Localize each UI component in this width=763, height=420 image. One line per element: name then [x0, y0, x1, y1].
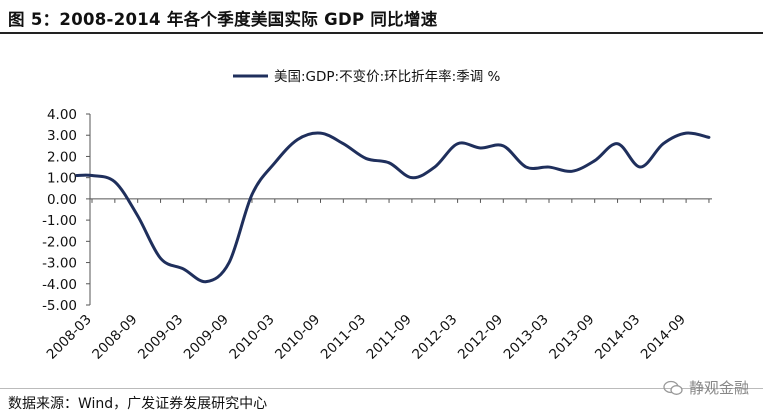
- gdp-data-point: [342, 142, 345, 145]
- gdp-line-chart: 美国:GDP:不变价:环比折年率:季调 % 4.00 3.00 2.00 1.00 0.…: [42, 68, 712, 363]
- x-tick-label: 2009-03: [135, 312, 186, 363]
- y-tick-label: -2.00: [42, 234, 77, 250]
- y-axis-ticks: 4.00 3.00 2.00 1.00 0.00 -1.00 -2.00 -3.00 -4.00…: [42, 107, 90, 314]
- gdp-data-point: [708, 136, 710, 139]
- gdp-data-point: [228, 261, 231, 264]
- y-tick-label: 0.00: [47, 192, 77, 208]
- y-tick-label: 4.00: [47, 107, 77, 123]
- gdp-series-line: [75, 131, 711, 284]
- x-tick-label: 2009-09: [181, 312, 232, 363]
- x-tick-label: 2014-09: [638, 312, 689, 363]
- gdp-data-point: [639, 166, 642, 168]
- y-tick-label: -1.00: [42, 213, 77, 229]
- y-tick-label: 1.00: [47, 171, 77, 187]
- x-tick-label: 2014-03: [592, 312, 643, 363]
- x-tick-label: 2012-03: [409, 312, 460, 363]
- x-tick-label: 2010-09: [272, 312, 323, 363]
- gdp-data-point: [251, 193, 253, 196]
- gdp-data-point: [182, 268, 185, 270]
- gdp-data-point: [205, 280, 208, 283]
- x-tick-label: 2008-09: [89, 312, 140, 363]
- watermark-text: 静观金融: [688, 379, 749, 397]
- gdp-data-point: [685, 132, 687, 135]
- x-tick-label: 2010-03: [226, 312, 277, 363]
- gdp-data-point: [502, 144, 505, 147]
- gdp-data-point: [136, 214, 139, 217]
- x-tick-label: 2011-03: [318, 312, 369, 363]
- y-tick-label: -4.00: [42, 277, 77, 293]
- y-tick-label: 2.00: [47, 149, 77, 165]
- gdp-data-point: [479, 147, 482, 149]
- x-tick-label: 2008-03: [44, 312, 95, 363]
- x-tick-label: 2012-09: [455, 312, 506, 363]
- legend-label: 美国:GDP:不变价:环比折年率:季调 %: [274, 68, 500, 85]
- wechat-icon: [663, 380, 683, 395]
- gdp-data-point: [91, 174, 93, 177]
- gdp-data-point: [365, 157, 368, 160]
- gdp-data-point: [662, 142, 665, 145]
- gdp-data-point: [570, 170, 573, 173]
- x-tick-label: 2013-09: [546, 312, 597, 363]
- x-tick-label: 2011-09: [364, 312, 415, 363]
- gdp-data-point: [319, 132, 322, 135]
- gdp-data-point: [296, 138, 299, 141]
- x-tick-label: 2013-03: [501, 312, 552, 363]
- title-divider: [0, 32, 763, 34]
- gdp-data-point: [616, 142, 619, 145]
- chart-legend: 美国:GDP:不变价:环比折年率:季调 %: [233, 68, 500, 85]
- figure-title: 图 5：2008-2014 年各个季度美国实际 GDP 同比增速: [8, 10, 438, 29]
- series-group: [75, 131, 711, 284]
- chart-axes: [89, 114, 712, 305]
- data-source-note: 数据来源：Wind，广发证券发展研究中心: [8, 396, 268, 412]
- gdp-data-point: [388, 161, 390, 164]
- gdp-data-point: [433, 166, 436, 168]
- gdp-data-point: [456, 142, 459, 145]
- gdp-data-point: [75, 174, 78, 177]
- y-tick-label: -5.00: [42, 298, 77, 314]
- gdp-data-point: [159, 257, 162, 260]
- gdp-data-point: [525, 166, 528, 168]
- y-tick-label: -3.00: [42, 256, 77, 272]
- gdp-data-point: [411, 176, 413, 179]
- gdp-data-point: [113, 181, 116, 183]
- y-tick-label: 3.00: [47, 128, 77, 144]
- gdp-data-point: [548, 166, 550, 168]
- gdp-data-point: [273, 161, 276, 164]
- gdp-data-point: [593, 159, 596, 162]
- footer-divider: [0, 388, 763, 389]
- watermark: 静观金融: [663, 377, 749, 398]
